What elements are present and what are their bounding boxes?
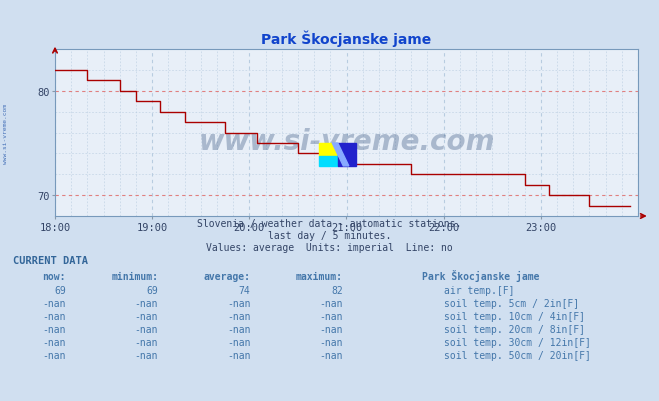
Text: -nan: -nan [319,311,343,321]
Text: Values: average  Units: imperial  Line: no: Values: average Units: imperial Line: no [206,242,453,252]
Text: -nan: -nan [227,311,250,321]
Text: -nan: -nan [227,350,250,360]
Text: minimum:: minimum: [111,271,158,281]
Text: soil temp. 10cm / 4in[F]: soil temp. 10cm / 4in[F] [444,311,585,321]
Text: -nan: -nan [42,298,66,308]
Text: -nan: -nan [319,337,343,347]
Text: www.si-vreme.com: www.si-vreme.com [3,103,8,163]
Text: -nan: -nan [42,350,66,360]
Text: air temp.[F]: air temp.[F] [444,285,514,295]
Text: -nan: -nan [42,337,66,347]
Text: average:: average: [204,271,250,281]
Text: Park Škocjanske jame: Park Škocjanske jame [422,269,539,281]
Text: -nan: -nan [227,324,250,334]
Polygon shape [332,144,349,166]
Text: www.si-vreme.com: www.si-vreme.com [198,128,495,156]
Text: 82: 82 [331,285,343,295]
Text: -nan: -nan [134,324,158,334]
Text: -nan: -nan [319,350,343,360]
Text: -nan: -nan [319,324,343,334]
Text: -nan: -nan [42,311,66,321]
Text: soil temp. 50cm / 20in[F]: soil temp. 50cm / 20in[F] [444,350,590,360]
Text: 69: 69 [54,285,66,295]
Title: Park Škocjanske jame: Park Škocjanske jame [262,31,432,47]
Text: Slovenia / weather data - automatic stations.: Slovenia / weather data - automatic stat… [197,219,462,229]
Text: -nan: -nan [134,350,158,360]
Text: -nan: -nan [227,337,250,347]
Text: 69: 69 [146,285,158,295]
Text: -nan: -nan [42,324,66,334]
Text: maximum:: maximum: [296,271,343,281]
Text: -nan: -nan [134,311,158,321]
Text: -nan: -nan [134,298,158,308]
Bar [320,144,338,156]
Bar [320,156,338,166]
Text: soil temp. 5cm / 2in[F]: soil temp. 5cm / 2in[F] [444,298,579,308]
Text: soil temp. 20cm / 8in[F]: soil temp. 20cm / 8in[F] [444,324,585,334]
Bar [338,144,357,166]
Text: CURRENT DATA: CURRENT DATA [13,255,88,265]
Text: soil temp. 30cm / 12in[F]: soil temp. 30cm / 12in[F] [444,337,590,347]
Text: -nan: -nan [319,298,343,308]
Text: -nan: -nan [134,337,158,347]
Text: last day / 5 minutes.: last day / 5 minutes. [268,231,391,241]
Text: now:: now: [42,271,66,281]
Text: 74: 74 [239,285,250,295]
Text: -nan: -nan [227,298,250,308]
